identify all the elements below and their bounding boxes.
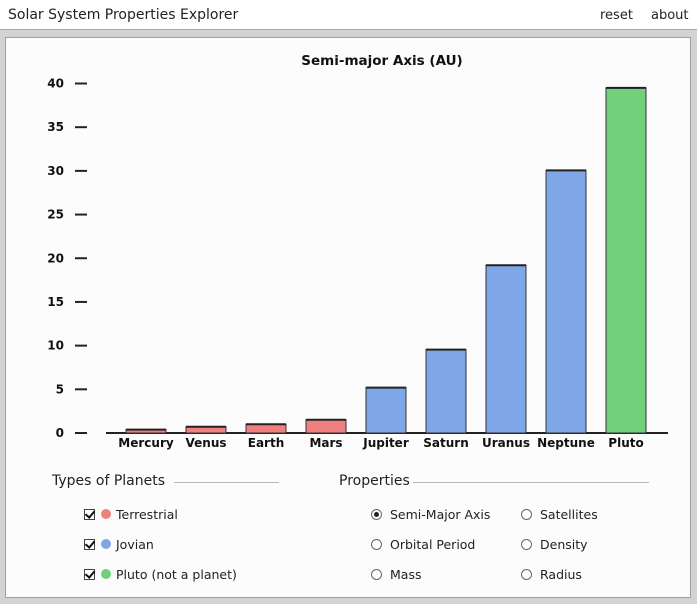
jovian-checkbox[interactable] [84,538,95,550]
radio-density[interactable]: Density [521,535,588,553]
y-tick-label: 35 [47,120,64,134]
terrestrial-color-dot [101,509,111,519]
checkbox-pluto[interactable]: Pluto (not a planet) [84,565,237,583]
satellites-label: Satellites [540,506,598,522]
about-link[interactable]: about [651,8,689,23]
semi-major-axis-radio[interactable] [371,508,382,520]
orbital-period-label: Orbital Period [390,536,476,552]
y-tick-label: 10 [47,339,64,353]
checkbox-terrestrial[interactable]: Terrestrial [84,505,178,523]
main-panel: Semi-major Axis (AU) 0 5 10 15 20 25 30 35 40 Me… [5,37,691,598]
app-title: Solar System Properties Explorer [8,7,239,23]
reset-link[interactable]: reset [600,8,633,23]
mass-label: Mass [390,566,422,582]
radius-radio[interactable] [521,568,532,580]
bar-chart: Semi-major Axis (AU) 0 5 10 15 20 25 30 35 40 Me… [47,53,668,450]
density-label: Density [540,536,588,552]
y-tick-label: 30 [47,164,64,178]
x-tick-label-uranus: Uranus [482,436,530,450]
y-tick-label: 5 [56,382,64,396]
y-tick-label: 25 [47,208,64,222]
x-tick-label-mercury: Mercury [118,436,174,450]
properties-divider [412,482,649,483]
pluto-color-dot [101,569,111,579]
jovian-color-dot [101,539,111,549]
bar-jupiter [365,387,407,434]
satellites-radio[interactable] [521,508,532,520]
radio-satellites[interactable]: Satellites [521,505,598,523]
y-tick-label: 15 [47,295,64,309]
bar-uranus [485,264,527,434]
chart-bars [125,86,647,434]
y-tick-label: 20 [47,251,64,265]
bar-neptune [545,169,587,434]
terrestrial-label: Terrestrial [116,506,178,522]
semi-major-axis-label: Semi-Major Axis [390,506,491,522]
pluto-checkbox[interactable] [84,568,95,580]
bar-earth [245,423,287,434]
x-tick-label-neptune: Neptune [537,436,595,450]
types-title: Types of Planets [52,473,169,489]
bar-pluto [605,87,647,434]
x-tick-label-jupiter: Jupiter [362,436,409,450]
y-tick-label: 40 [47,77,64,91]
checkbox-jovian[interactable]: Jovian [84,535,154,553]
density-radio[interactable] [521,538,532,550]
radio-mass[interactable]: Mass [371,565,421,583]
x-tick-label-saturn: Saturn [423,436,468,450]
mass-radio[interactable] [371,568,382,580]
orbital-period-radio[interactable] [371,538,382,550]
radio-orbital-period[interactable]: Orbital Period [371,535,475,553]
bar-mars [305,419,347,434]
chart-x-labels: Mercury Venus Earth Mars Jupiter Saturn Uranus… [118,436,643,450]
radius-label: Radius [540,566,582,582]
pluto-label: Pluto (not a planet) [116,566,237,582]
properties-title: Properties [339,473,413,489]
y-tick-label: 0 [56,426,64,440]
radio-radius[interactable]: Radius [521,565,582,583]
types-divider [174,482,279,483]
x-tick-label-venus: Venus [186,436,227,450]
x-tick-label-earth: Earth [248,436,285,450]
x-tick-label-pluto: Pluto [608,436,643,450]
terrestrial-checkbox[interactable] [84,508,95,520]
x-tick-label-mars: Mars [309,436,342,450]
jovian-label: Jovian [116,536,154,552]
bar-saturn [425,349,467,434]
top-bar: Solar System Properties Explorer reset a… [0,0,697,30]
chart-title: Semi-major Axis (AU) [301,53,462,69]
radio-semi-major-axis[interactable]: Semi-Major Axis [371,505,490,523]
